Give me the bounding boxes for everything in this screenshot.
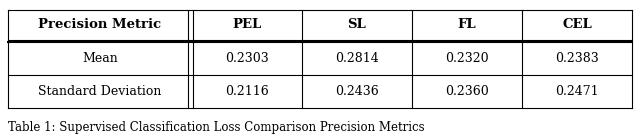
Text: 0.2303: 0.2303 [225,52,269,65]
Text: Table 1: Supervised Classification Loss Comparison Precision Metrics: Table 1: Supervised Classification Loss … [8,121,424,134]
Text: CEL: CEL [562,18,592,31]
Text: 0.2116: 0.2116 [225,85,269,98]
Text: 0.2814: 0.2814 [335,52,379,65]
Text: Precision Metric: Precision Metric [38,18,161,31]
Text: 0.2471: 0.2471 [556,85,599,98]
Text: PEL: PEL [232,18,262,31]
Text: FL: FL [458,18,476,31]
Text: Mean: Mean [82,52,118,65]
Text: 0.2383: 0.2383 [555,52,599,65]
Text: 0.2436: 0.2436 [335,85,379,98]
Text: 0.2360: 0.2360 [445,85,489,98]
Text: Standard Deviation: Standard Deviation [38,85,161,98]
Text: 0.2320: 0.2320 [445,52,488,65]
Text: SL: SL [348,18,366,31]
